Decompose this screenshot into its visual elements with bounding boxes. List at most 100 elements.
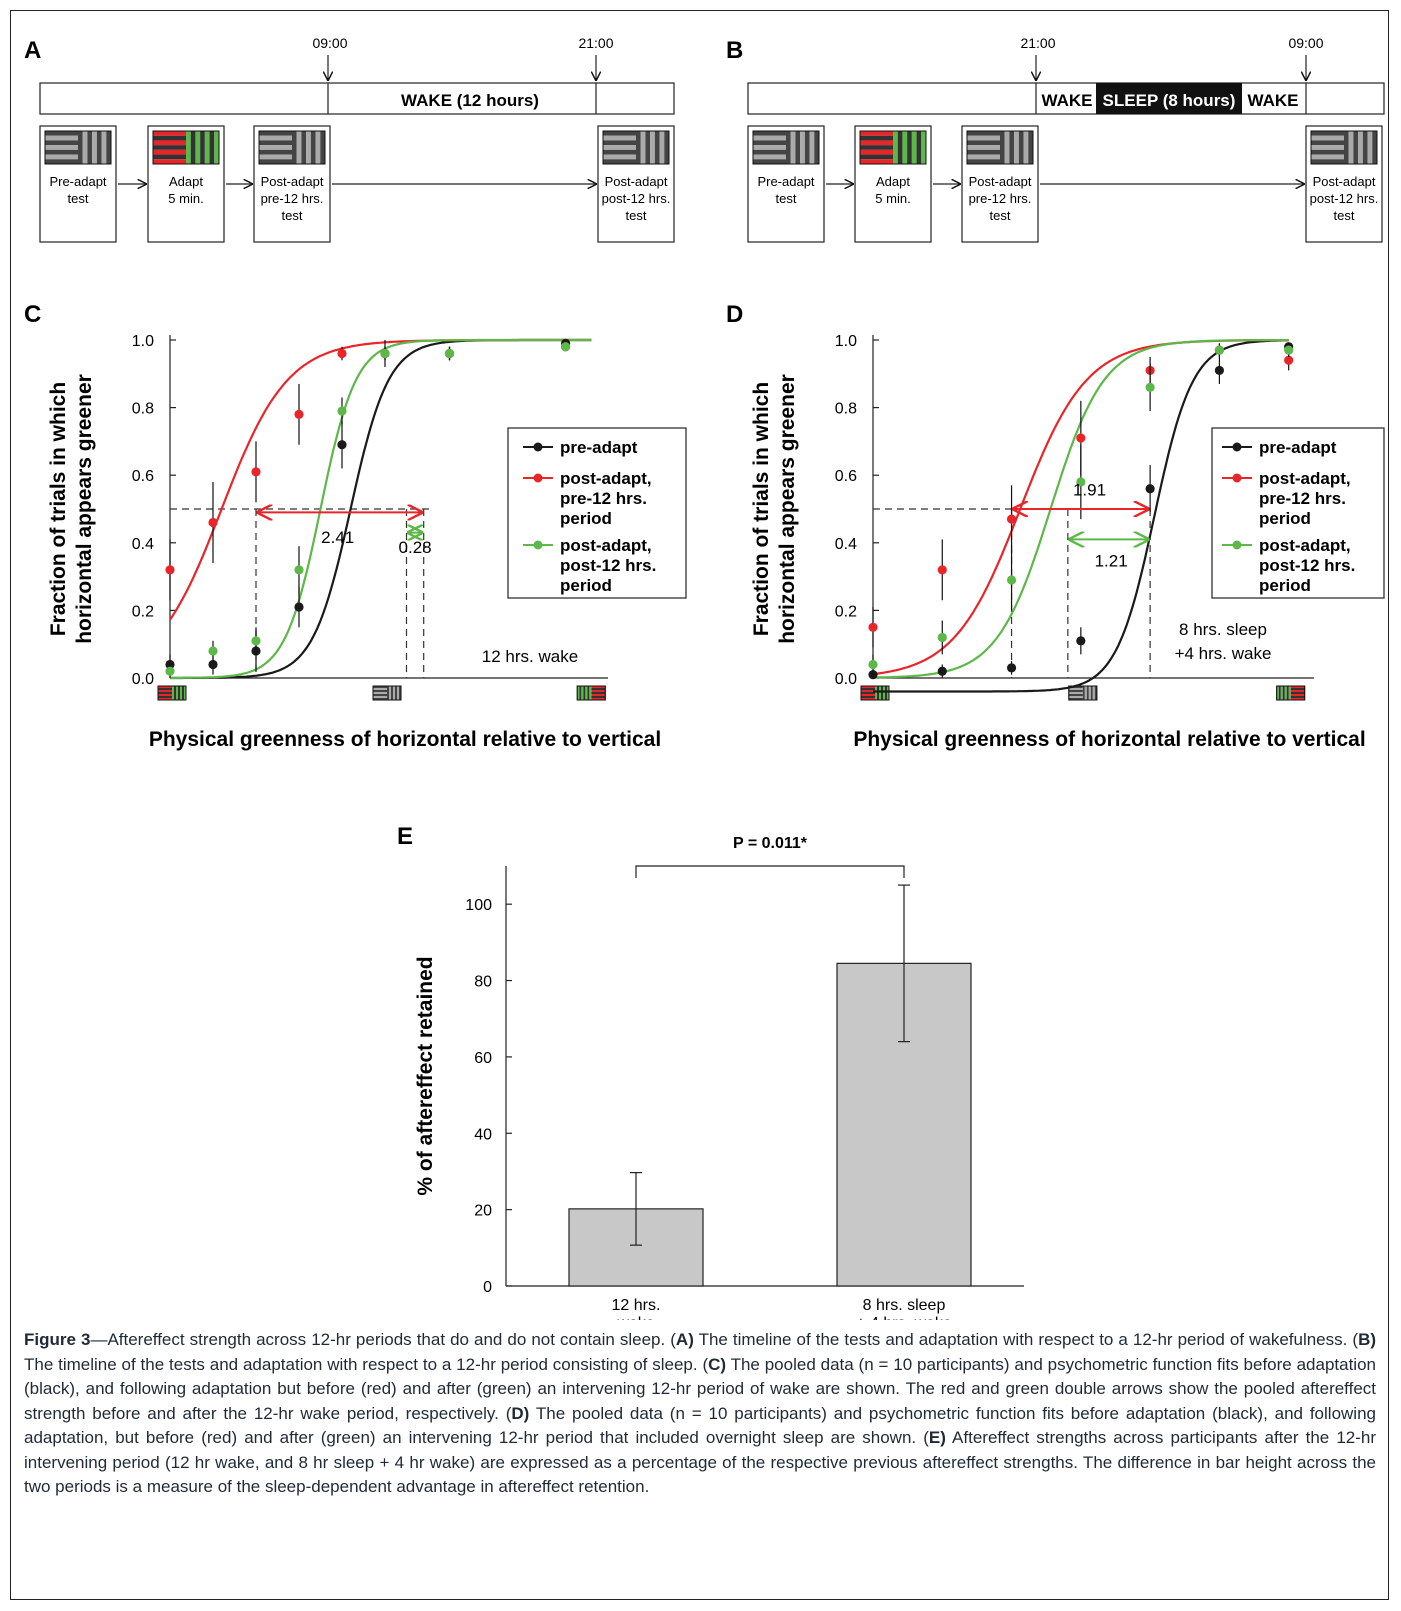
timeline-a-box-0-line-0: Pre-adapt bbox=[49, 174, 106, 189]
timeline-a-box-1-line-1: 5 min. bbox=[168, 191, 203, 206]
data-point bbox=[1214, 345, 1224, 355]
y-axis-label: % of aftereffect retained bbox=[414, 956, 437, 1195]
y-tick-label: 0.4 bbox=[132, 536, 154, 553]
data-point bbox=[937, 632, 947, 643]
y-tick-label: 0.0 bbox=[835, 671, 857, 688]
timeline-b-box-3-line-2: test bbox=[1334, 208, 1355, 223]
timeline-b-stimulus-icon-0 bbox=[752, 130, 820, 165]
data-point bbox=[1145, 484, 1155, 494]
data-point bbox=[868, 622, 878, 632]
caption-e-label: E) bbox=[928, 1428, 946, 1447]
caption-e-text: Aftereffect strengths across participant… bbox=[24, 1428, 1376, 1496]
x-marker-neutral-icon bbox=[1068, 685, 1098, 701]
data-point bbox=[1076, 477, 1086, 487]
data-point bbox=[1284, 345, 1294, 355]
caption-title: Figure 3 bbox=[24, 1330, 91, 1349]
data-point bbox=[1006, 575, 1017, 585]
data-point bbox=[937, 666, 947, 676]
x-marker-neutral-icon bbox=[372, 685, 402, 701]
y-tick-label: 20 bbox=[474, 1203, 492, 1220]
y-tick-label: 0.2 bbox=[132, 603, 154, 620]
timeline-a-box-3-line-1: post-12 hrs. bbox=[602, 191, 671, 206]
sleep-segment bbox=[1096, 83, 1242, 114]
time-label-0900-a: 09:00 bbox=[312, 35, 347, 51]
timeline-b-boxes: Pre-adapt test Adapt 5 min. Post-adapt pre-12… bbox=[747, 125, 1383, 243]
figure-graphics: A B C D E 09:00 21:00 WAKE (12 hours) 21… bbox=[24, 35, 1385, 1320]
timeline-b-box-2-line-2: test bbox=[990, 208, 1011, 223]
x-axis-label: Physical greenness of horizontal relativ… bbox=[149, 728, 661, 751]
timeline-b-stimulus-icon-1 bbox=[859, 130, 927, 165]
timeline-a-stimulus-icon-1 bbox=[152, 130, 220, 165]
timeline-a-box-3-line-2: test bbox=[626, 208, 647, 223]
data-point bbox=[937, 565, 947, 575]
data-point bbox=[561, 342, 571, 352]
timeline-b-stimulus-icon-3 bbox=[1310, 130, 1378, 165]
y-tick-label: 1.0 bbox=[132, 333, 154, 350]
chart-e: 0 20 40 60 80 100 % of aftereffect retained 12 … bbox=[414, 835, 1024, 1320]
data-point bbox=[337, 440, 347, 450]
caption-a-label: A) bbox=[675, 1330, 694, 1349]
data-point bbox=[165, 666, 175, 676]
y-tick-label: 1.0 bbox=[835, 333, 857, 350]
y-tick-label: 0.8 bbox=[835, 401, 857, 418]
legend-d-item-2: post-adapt, post-12 hrs. period bbox=[1259, 536, 1355, 595]
timeline-b-box-3-line-1: post-12 hrs. bbox=[1310, 191, 1379, 206]
y-axis-label: Fraction of trials in which horizontal ap… bbox=[750, 374, 799, 644]
data-point bbox=[1145, 382, 1155, 392]
y-tick-label: 0.8 bbox=[132, 401, 154, 418]
data-point bbox=[208, 517, 218, 528]
legend-c-item-0: pre-adapt bbox=[560, 438, 638, 457]
timeline-a-box-2-line-2: test bbox=[282, 208, 303, 223]
figure-caption: Figure 3—Aftereffect strength across 12-… bbox=[24, 1328, 1376, 1500]
timeline-a-stimulus-icon-0 bbox=[44, 130, 112, 165]
caption-d-text: The pooled data (n = 10 participants) an… bbox=[24, 1403, 1376, 1448]
significance-bracket bbox=[635, 865, 905, 878]
x-marker-green-red-icon bbox=[576, 685, 606, 701]
data-point bbox=[208, 659, 218, 670]
caption-c-text: The pooled data (n = 10 participants) an… bbox=[24, 1354, 1376, 1423]
panel-letter-e: E bbox=[397, 823, 413, 850]
data-point bbox=[165, 565, 175, 575]
caption-c-label: C) bbox=[708, 1354, 727, 1374]
chart-d: 0.0 0.2 0.4 0.6 0.8 1.0 Fraction of trials in … bbox=[750, 333, 1366, 751]
caption-b-label: B) bbox=[1358, 1330, 1377, 1349]
timeline-b-stimulus-icon-2 bbox=[966, 130, 1034, 165]
green-shift-arrow-label: 1.21 bbox=[1095, 551, 1128, 570]
panel-letter-b: B bbox=[726, 37, 743, 64]
data-point bbox=[208, 646, 218, 656]
timeline-a: 09:00 21:00 WAKE (12 hours) bbox=[39, 35, 675, 115]
x-marker-green-red-icon bbox=[1276, 685, 1306, 701]
panel-letter-a: A bbox=[24, 37, 41, 64]
timeline-b-box-1-line-1: 5 min. bbox=[875, 191, 910, 206]
data-point bbox=[294, 602, 304, 612]
y-tick-label: 60 bbox=[474, 1050, 492, 1067]
condition-label: 12 hrs. wake bbox=[482, 647, 578, 666]
legend-c-item-2: post-adapt, post-12 hrs. period bbox=[560, 536, 656, 595]
timeline-a-box-0-line-1: test bbox=[68, 191, 89, 206]
time-label-0900-b: 09:00 bbox=[1288, 35, 1323, 51]
timeline-a-box-2-line-0: Post-adapt bbox=[261, 174, 324, 189]
data-point bbox=[294, 565, 304, 575]
panel-letter-d: D bbox=[726, 301, 743, 328]
y-tick-label: 0 bbox=[483, 1279, 492, 1296]
y-tick-label: 40 bbox=[474, 1126, 492, 1143]
wake-segment-1: WAKE bbox=[1042, 91, 1093, 110]
sleep-segment-label: SLEEP (8 hours) bbox=[1103, 91, 1236, 110]
x-marker-red-green-icon bbox=[157, 685, 187, 701]
fit-curve-2 bbox=[170, 338, 592, 679]
wake-segment-2: WAKE bbox=[1248, 91, 1299, 110]
data-point bbox=[251, 467, 261, 477]
legend-d-item-1: post-adapt, pre-12 hrs. period bbox=[1259, 469, 1351, 528]
y-tick-label: 80 bbox=[474, 974, 492, 991]
data-point bbox=[1006, 663, 1017, 673]
y-tick-label: 0.2 bbox=[835, 603, 857, 620]
category-label-1: 8 hrs. sleep+ 4 hrs. wake bbox=[856, 1297, 952, 1320]
timeline-b: 21:00 09:00 WAKE SLEEP (8 hours) WAKE bbox=[747, 35, 1385, 115]
timeline-a-box-2-line-1: pre-12 hrs. bbox=[261, 191, 324, 206]
timeline-b-box-1-line-0: Adapt bbox=[876, 174, 910, 189]
x-axis-label: Physical greenness of horizontal relativ… bbox=[853, 728, 1365, 751]
caption-a-text: The timeline of the tests and adaptation… bbox=[693, 1330, 1359, 1349]
data-point bbox=[337, 348, 347, 359]
data-point bbox=[868, 659, 878, 670]
time-label-2100-a: 21:00 bbox=[578, 35, 613, 51]
